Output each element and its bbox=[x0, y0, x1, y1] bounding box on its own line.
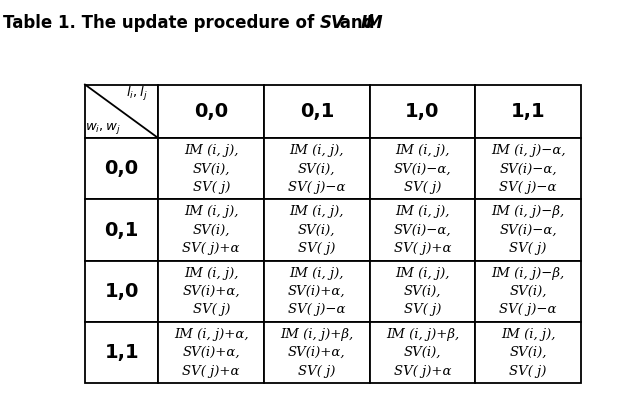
Text: SV(i),: SV(i), bbox=[404, 285, 441, 298]
Bar bbox=[264, 138, 370, 199]
Bar bbox=[264, 261, 370, 322]
Bar bbox=[85, 138, 158, 199]
Text: Table 1. The update procedure of: Table 1. The update procedure of bbox=[3, 14, 320, 32]
Bar bbox=[370, 138, 476, 199]
Text: SV(i)+α,: SV(i)+α, bbox=[182, 346, 240, 359]
Text: SV(i)−α,: SV(i)−α, bbox=[394, 224, 451, 236]
Bar bbox=[158, 199, 264, 261]
Text: SV( j): SV( j) bbox=[193, 303, 230, 316]
Bar bbox=[158, 84, 264, 138]
Bar bbox=[264, 322, 370, 383]
Text: 0,1: 0,1 bbox=[300, 102, 334, 121]
Bar bbox=[476, 199, 581, 261]
Bar bbox=[158, 261, 264, 322]
Text: IM (i, j),: IM (i, j), bbox=[396, 267, 450, 279]
Text: $w_i,w_j$: $w_i,w_j$ bbox=[85, 121, 122, 136]
Text: SV(i)+α,: SV(i)+α, bbox=[182, 285, 240, 298]
Text: SV( j)+α: SV( j)+α bbox=[394, 242, 451, 255]
Text: SV(i)+α,: SV(i)+α, bbox=[288, 346, 346, 359]
Text: SV( j)+α: SV( j)+α bbox=[394, 365, 451, 378]
Text: SV( j): SV( j) bbox=[404, 181, 441, 194]
Text: SV( j): SV( j) bbox=[509, 242, 547, 255]
Text: 1,1: 1,1 bbox=[511, 102, 545, 121]
Bar bbox=[264, 84, 370, 138]
Text: SV( j)+α: SV( j)+α bbox=[182, 365, 240, 378]
Text: SV(i)−α,: SV(i)−α, bbox=[499, 162, 557, 175]
Bar bbox=[370, 322, 476, 383]
Bar bbox=[476, 84, 581, 138]
Bar bbox=[476, 261, 581, 322]
Text: SV( j): SV( j) bbox=[193, 181, 230, 194]
Text: IM (i, j),: IM (i, j), bbox=[501, 328, 556, 341]
Bar bbox=[476, 322, 581, 383]
Text: IM: IM bbox=[361, 14, 383, 32]
Text: 0,0: 0,0 bbox=[104, 159, 139, 178]
Text: 1,1: 1,1 bbox=[104, 343, 139, 362]
Text: IM (i, j)−β,: IM (i, j)−β, bbox=[492, 267, 564, 279]
Text: IM (i, j)+α,: IM (i, j)+α, bbox=[174, 328, 248, 341]
Text: SV( j): SV( j) bbox=[298, 242, 335, 255]
Text: IM (i, j),: IM (i, j), bbox=[184, 267, 239, 279]
Text: 0,0: 0,0 bbox=[194, 102, 228, 121]
Text: SV(i)+α,: SV(i)+α, bbox=[288, 285, 346, 298]
Text: SV( j)−α: SV( j)−α bbox=[499, 303, 557, 316]
Text: IM (i, j),: IM (i, j), bbox=[289, 205, 344, 218]
Text: SV(i),: SV(i), bbox=[298, 224, 335, 236]
Text: SV(i),: SV(i), bbox=[298, 162, 335, 175]
Text: SV( j): SV( j) bbox=[404, 303, 441, 316]
Text: IM (i, j)+β,: IM (i, j)+β, bbox=[386, 328, 459, 341]
Text: SV( j)−α: SV( j)−α bbox=[288, 303, 346, 316]
Text: IM (i, j),: IM (i, j), bbox=[184, 205, 239, 218]
Bar bbox=[85, 261, 158, 322]
Text: SV( j): SV( j) bbox=[298, 365, 335, 378]
Text: 1,0: 1,0 bbox=[104, 282, 139, 301]
Text: and: and bbox=[334, 14, 380, 32]
Text: SV( j)+α: SV( j)+α bbox=[182, 242, 240, 255]
Text: $l_i,l_j$: $l_i,l_j$ bbox=[125, 85, 147, 103]
Text: SV(i),: SV(i), bbox=[193, 224, 230, 236]
Text: IM (i, j)−α,: IM (i, j)−α, bbox=[491, 144, 566, 157]
Bar bbox=[85, 322, 158, 383]
Text: SV(i),: SV(i), bbox=[404, 346, 441, 359]
Text: IM (i, j),: IM (i, j), bbox=[289, 144, 344, 157]
Text: SV(i),: SV(i), bbox=[509, 346, 547, 359]
Text: SV(i),: SV(i), bbox=[509, 285, 547, 298]
Text: IM (i, j),: IM (i, j), bbox=[396, 205, 450, 218]
Text: SV(i)−α,: SV(i)−α, bbox=[394, 162, 451, 175]
Text: 1,0: 1,0 bbox=[405, 102, 440, 121]
Text: SV( j): SV( j) bbox=[509, 365, 547, 378]
Text: IM (i, j)+β,: IM (i, j)+β, bbox=[280, 328, 353, 341]
Text: SV(i),: SV(i), bbox=[193, 162, 230, 175]
Bar bbox=[264, 199, 370, 261]
Bar bbox=[158, 138, 264, 199]
Bar bbox=[370, 199, 476, 261]
Bar bbox=[476, 138, 581, 199]
Text: SV( j)−α: SV( j)−α bbox=[499, 181, 557, 194]
Bar bbox=[370, 84, 476, 138]
Text: SV(i)−α,: SV(i)−α, bbox=[499, 224, 557, 236]
Text: IM (i, j),: IM (i, j), bbox=[289, 267, 344, 279]
Text: IM (i, j)−β,: IM (i, j)−β, bbox=[492, 205, 564, 218]
Text: SV: SV bbox=[320, 14, 345, 32]
Text: SV( j)−α: SV( j)−α bbox=[288, 181, 346, 194]
Text: 0,1: 0,1 bbox=[104, 220, 139, 240]
Bar bbox=[158, 322, 264, 383]
Text: IM (i, j),: IM (i, j), bbox=[396, 144, 450, 157]
Text: IM (i, j),: IM (i, j), bbox=[184, 144, 239, 157]
Bar bbox=[85, 199, 158, 261]
Bar bbox=[85, 84, 158, 138]
Bar bbox=[370, 261, 476, 322]
